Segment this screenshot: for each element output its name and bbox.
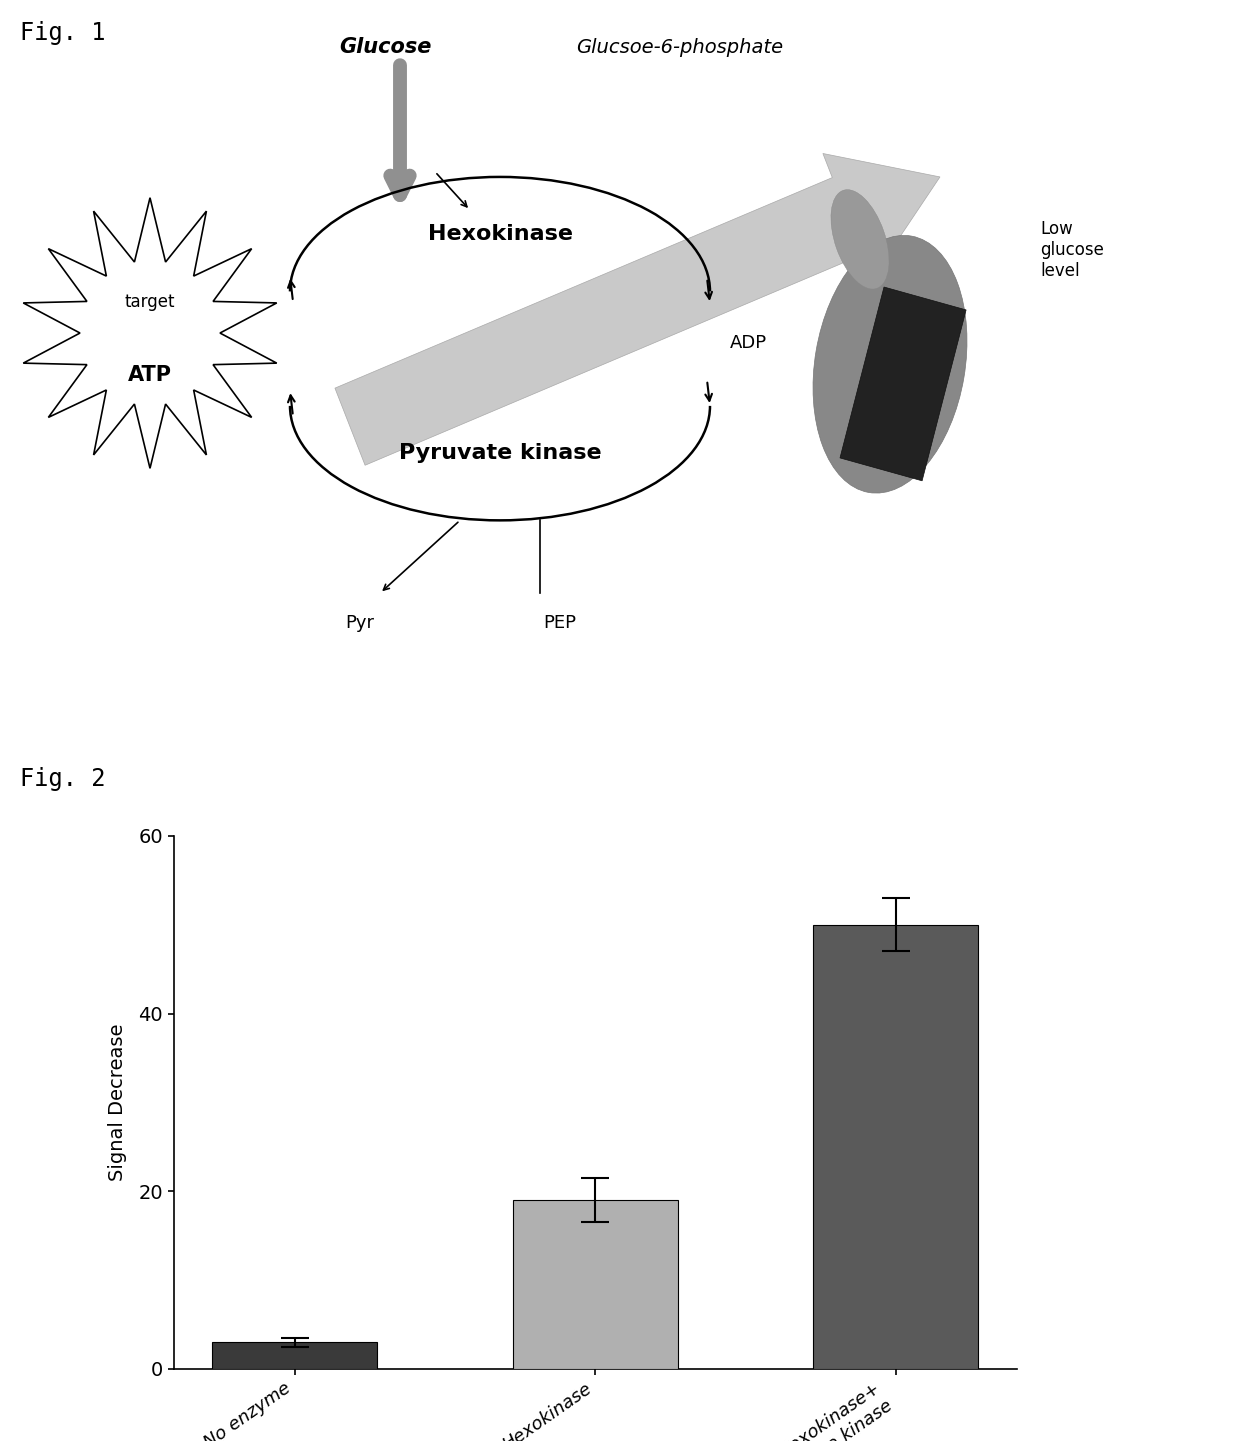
- Text: target: target: [125, 293, 175, 311]
- Text: Pyruvate kinase: Pyruvate kinase: [399, 442, 601, 463]
- Polygon shape: [335, 154, 940, 465]
- Bar: [212, 1343, 377, 1369]
- Text: ADP: ADP: [730, 334, 768, 353]
- Text: Fig. 1: Fig. 1: [20, 20, 105, 45]
- Text: Glucose: Glucose: [339, 37, 432, 58]
- Text: Low
glucose
level: Low glucose level: [1040, 220, 1104, 280]
- Text: Hexokinase: Hexokinase: [428, 225, 573, 244]
- Y-axis label: Signal Decrease: Signal Decrease: [108, 1023, 128, 1182]
- Text: Pyr: Pyr: [346, 614, 374, 633]
- Bar: [839, 287, 966, 481]
- Bar: [813, 925, 978, 1369]
- Text: Fig. 2: Fig. 2: [20, 767, 105, 791]
- Bar: [512, 1200, 678, 1369]
- Text: Glucsoe-6-phosphate: Glucsoe-6-phosphate: [577, 39, 784, 58]
- Polygon shape: [24, 197, 277, 468]
- Text: ATP: ATP: [128, 365, 172, 385]
- Ellipse shape: [813, 235, 967, 493]
- Text: PEP: PEP: [543, 614, 577, 633]
- Ellipse shape: [831, 190, 889, 290]
